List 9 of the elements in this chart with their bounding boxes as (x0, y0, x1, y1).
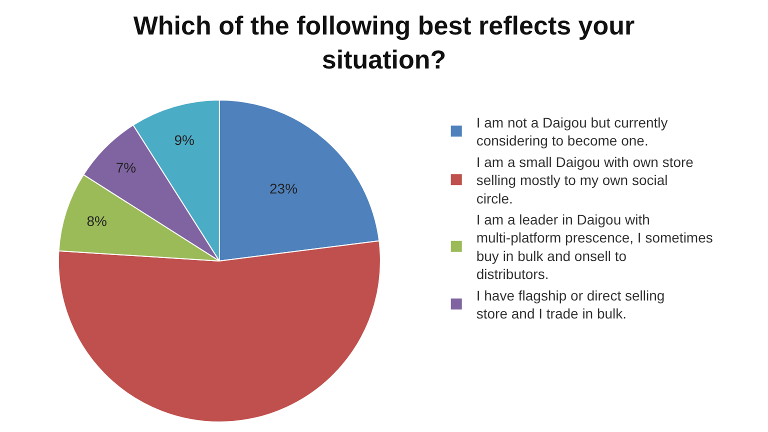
data-label: 8% (86, 213, 107, 230)
data-label: 7% (116, 160, 136, 176)
legend-label: I have flagship or direct selling store and I trade in bulk. (476, 287, 665, 322)
data-label: 9% (174, 132, 194, 148)
data-label: 23% (270, 180, 298, 196)
chart-title: Which of the following best reflects your situation? (133, 10, 635, 74)
legend-label: I am a leader in Daigou with multi-platform prescence, I sometimes buy in bulk and onsell to distributors. (476, 212, 713, 282)
legend-label: I am a small Daigou with own store selling mostly to my own social circle. (476, 154, 694, 206)
legend-label: I am not a Daigou but currently considering to become one. (476, 114, 668, 149)
